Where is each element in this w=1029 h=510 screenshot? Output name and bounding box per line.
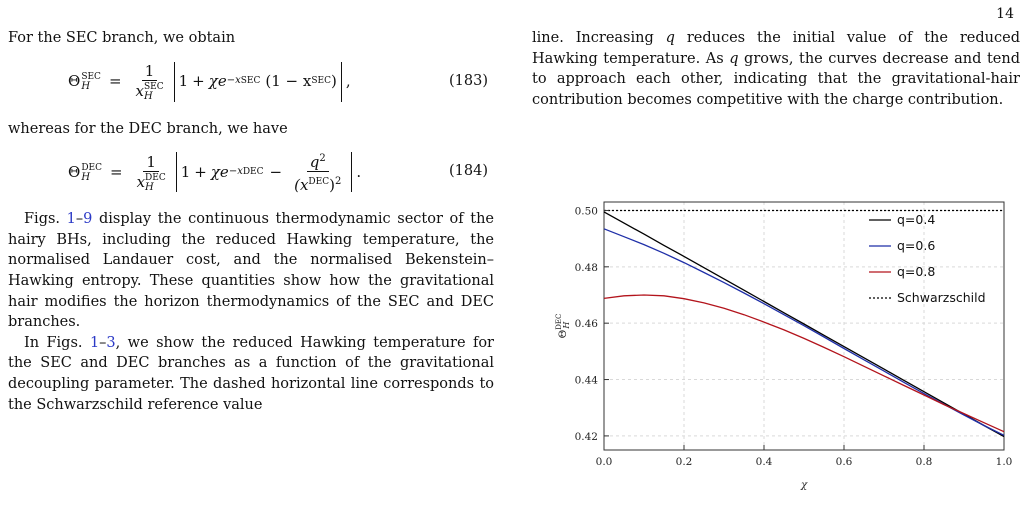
fig-ref-link[interactable]: 1 bbox=[66, 211, 76, 228]
left-column: For the SEC branch, we obtain Θ SEC H = 1 … bbox=[8, 28, 494, 415]
x-tick-label: 1.0 bbox=[996, 456, 1013, 468]
eq184-fraction: 1 x DEC H bbox=[136, 152, 166, 193]
x-tick-label: 0.2 bbox=[676, 456, 693, 468]
eq183-fraction: 1 x SEC H bbox=[135, 62, 164, 103]
eq184-charge-fraction: q2 (xDEC)2 bbox=[291, 150, 344, 195]
dec-intro-paragraph: whereas for the DEC branch, we have bbox=[8, 120, 288, 137]
y-tick-label: 0.46 bbox=[575, 318, 599, 330]
equation-number-183: (183) bbox=[449, 72, 488, 89]
chart-ticks: 0.0 0.2 0.4 0.6 0.8 1.0 0.42 0.44 0.46 0.48 0.50 bbox=[575, 205, 1013, 468]
x-tick-label: 0.4 bbox=[756, 456, 773, 468]
fig-ref-link[interactable]: 9 bbox=[83, 211, 93, 228]
x-tick-label: 0.0 bbox=[596, 456, 613, 468]
page-number: 14 bbox=[996, 6, 1014, 22]
legend-label: q=0.4 bbox=[897, 212, 935, 227]
y-tick-label: 0.44 bbox=[575, 375, 599, 387]
sec-intro-paragraph: For the SEC branch, we obtain bbox=[8, 30, 236, 46]
y-tick-label: 0.48 bbox=[575, 262, 598, 274]
temperature-chart: 0.0 0.2 0.4 0.6 0.8 1.0 0.42 0.44 0.46 0.48 0.50 q… bbox=[555, 201, 1013, 491]
figs-overview-paragraph: Figs. 1–9 display the continuous thermod… bbox=[8, 211, 494, 331]
series-line-q-0-4 bbox=[603, 211, 1005, 438]
y-tick-label: 0.50 bbox=[575, 205, 598, 217]
chart-series bbox=[603, 209, 1005, 438]
fig-ref-link[interactable]: 3 bbox=[106, 334, 116, 351]
y-axis-label: ΘDECH bbox=[555, 314, 571, 339]
eq183-lhs: Θ SEC H bbox=[68, 72, 101, 93]
fig-ref-link[interactable]: 1 bbox=[89, 334, 100, 351]
series-line-q-0-8 bbox=[603, 294, 1005, 433]
equation-183: Θ SEC H = 1 x SEC H 1 + χ e −xSEC (1 − x SEC) ,… bbox=[68, 61, 488, 103]
equation-184: Θ DEC H = 1 x DEC H 1 + χ e −xDEC − q2 (xDEC)2… bbox=[8, 145, 494, 199]
legend-label: q=0.6 bbox=[897, 238, 935, 253]
temperature-paragraph: In Figs. 1–3, we show the reduced Hawkin… bbox=[8, 334, 494, 413]
legend-label: q=0.8 bbox=[897, 264, 935, 279]
y-tick-label: 0.42 bbox=[575, 431, 598, 443]
plot-frame bbox=[603, 201, 1005, 451]
equation-number-184: (184) bbox=[449, 163, 488, 180]
x-tick-label: 0.8 bbox=[916, 456, 933, 468]
q-effect-paragraph: line. Increasing q reduces the initial v… bbox=[532, 30, 1020, 108]
chart-legend: q=0.4 q=0.6 q=0.8 Schwarzschild bbox=[869, 212, 986, 305]
right-column: line. Increasing q reduces the initial v… bbox=[532, 30, 1020, 110]
legend-label: Schwarzschild bbox=[897, 290, 986, 305]
x-axis-label: χ bbox=[800, 479, 808, 491]
x-tick-label: 0.6 bbox=[836, 456, 853, 468]
eq184-lhs: Θ DEC H bbox=[68, 162, 102, 183]
svg-text:ΘDECH: ΘDECH bbox=[555, 314, 571, 339]
